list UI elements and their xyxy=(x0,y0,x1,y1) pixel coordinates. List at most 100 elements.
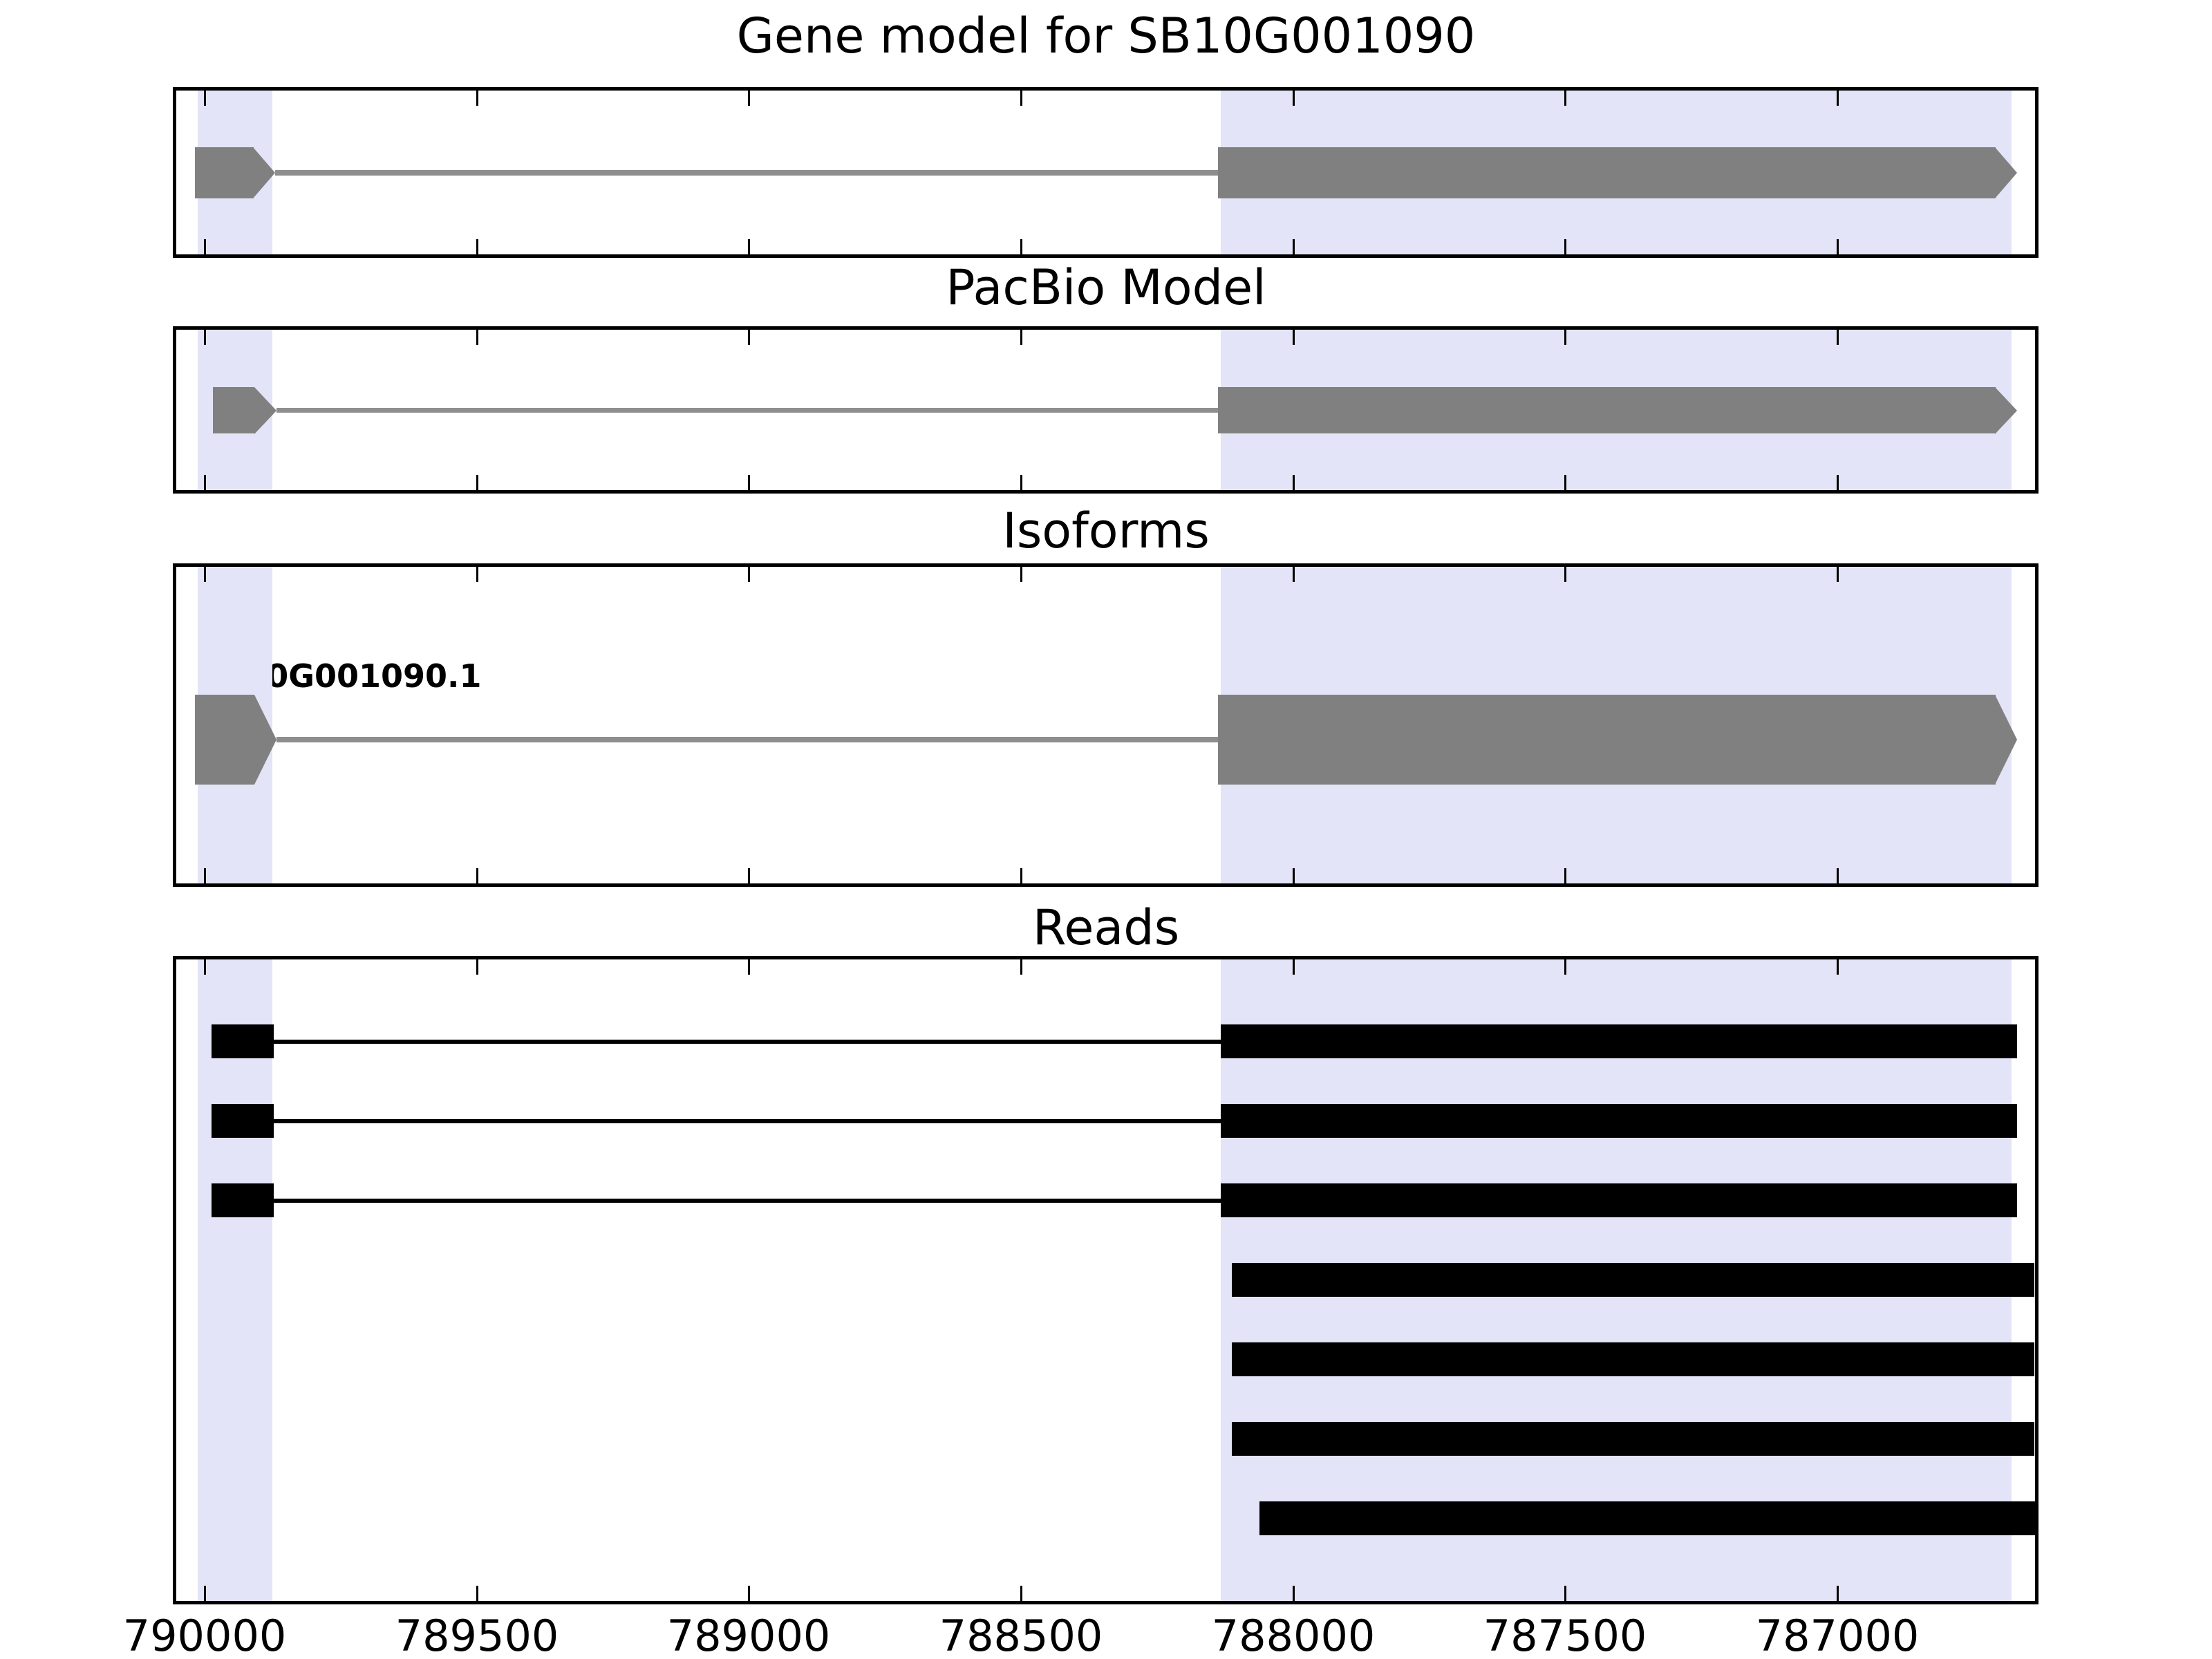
axis-tick xyxy=(1293,91,1295,106)
axis-tick xyxy=(748,239,750,254)
axis-tick xyxy=(1293,330,1295,345)
axis-tick xyxy=(1837,868,1839,883)
exon-shape xyxy=(195,695,254,785)
axis-tick xyxy=(1564,567,1566,582)
x-tick-label: 788000 xyxy=(1211,1611,1376,1659)
panel-border-isoforms xyxy=(173,563,2038,887)
axis-tick xyxy=(1020,567,1022,582)
exon-shape xyxy=(1218,695,1996,785)
axis-tick xyxy=(476,567,478,582)
axis-tick xyxy=(1293,475,1295,490)
read-exon-bar xyxy=(212,1024,274,1058)
axis-tick xyxy=(1837,91,1839,106)
panel-title-pacbio-model: PacBio Model xyxy=(946,259,1266,316)
read-intron-line xyxy=(274,1199,1221,1203)
axis-tick xyxy=(204,475,206,490)
axis-tick xyxy=(1564,239,1566,254)
axis-tick xyxy=(1020,239,1022,254)
axis-tick xyxy=(1293,239,1295,254)
axis-tick xyxy=(476,1586,478,1601)
exon-shape xyxy=(195,147,254,198)
intron-line xyxy=(276,737,1218,742)
axis-tick xyxy=(476,868,478,883)
read-intron-line xyxy=(274,1119,1221,1123)
axis-tick xyxy=(476,239,478,254)
exon-arrow-tip xyxy=(254,695,276,785)
read-exon-bar xyxy=(1232,1342,2034,1376)
axis-tick xyxy=(1837,475,1839,490)
axis-tick xyxy=(748,91,750,106)
axis-tick xyxy=(476,959,478,975)
axis-tick xyxy=(1020,959,1022,975)
axis-tick xyxy=(1020,475,1022,490)
panel-border-reads xyxy=(173,956,2038,1604)
axis-tick xyxy=(1293,567,1295,582)
axis-tick xyxy=(748,1586,750,1601)
axis-tick xyxy=(748,868,750,883)
axis-tick xyxy=(1564,330,1566,345)
exon-arrow-tip xyxy=(254,387,276,434)
intron-line xyxy=(275,170,1218,176)
panel-title-reads: Reads xyxy=(1032,899,1180,956)
axis-tick xyxy=(204,330,206,345)
read-intron-line xyxy=(274,1040,1221,1044)
axis-tick xyxy=(1020,330,1022,345)
panel-border-gene-model xyxy=(173,87,2038,258)
axis-tick xyxy=(1837,1586,1839,1601)
axis-tick xyxy=(204,868,206,883)
intron-line xyxy=(276,408,1218,413)
axis-tick xyxy=(1020,1586,1022,1601)
axis-tick xyxy=(748,959,750,975)
panel-title-gene-model: Gene model for SB10G001090 xyxy=(736,8,1476,64)
axis-tick xyxy=(748,330,750,345)
x-tick-label: 787500 xyxy=(1483,1611,1647,1659)
axis-tick xyxy=(1293,868,1295,883)
axis-tick xyxy=(1564,959,1566,975)
read-exon-bar xyxy=(1232,1263,2034,1297)
panel-title-isoforms: Isoforms xyxy=(1002,503,1210,559)
axis-tick xyxy=(204,1586,206,1601)
highlight-region-0 xyxy=(198,959,272,1601)
axis-tick xyxy=(1837,330,1839,345)
axis-tick xyxy=(476,91,478,106)
exon-shape xyxy=(1218,147,1996,198)
axis-tick xyxy=(204,567,206,582)
x-tick-label: 787000 xyxy=(1755,1611,1920,1659)
axis-tick xyxy=(1564,1586,1566,1601)
axis-tick xyxy=(476,475,478,490)
exon-arrow-tip xyxy=(1995,387,2017,434)
read-exon-bar xyxy=(1232,1422,2034,1456)
x-tick-label: 789500 xyxy=(395,1611,559,1659)
axis-tick xyxy=(1837,239,1839,254)
axis-tick xyxy=(1837,567,1839,582)
axis-tick xyxy=(1020,91,1022,106)
read-exon-bar xyxy=(212,1183,274,1217)
axis-tick xyxy=(1293,1586,1295,1601)
x-tick-label: 790000 xyxy=(122,1611,287,1659)
x-tick-label: 788500 xyxy=(939,1611,1103,1659)
axis-tick xyxy=(1293,959,1295,975)
read-exon-bar xyxy=(1221,1024,2017,1058)
exon-shape xyxy=(213,387,254,433)
exon-arrow-tip xyxy=(253,147,275,198)
axis-tick xyxy=(1564,91,1566,106)
axis-tick xyxy=(748,567,750,582)
axis-tick xyxy=(1020,868,1022,883)
exon-arrow-tip xyxy=(1995,695,2017,785)
axis-tick xyxy=(748,475,750,490)
axis-tick xyxy=(1837,959,1839,975)
axis-tick xyxy=(1564,475,1566,490)
exon-arrow-tip xyxy=(1995,147,2017,198)
read-exon-bar xyxy=(1259,1501,2035,1535)
exon-shape xyxy=(1218,387,1996,433)
read-exon-bar xyxy=(212,1104,274,1138)
x-tick-label: 789000 xyxy=(666,1611,831,1659)
axis-tick xyxy=(204,959,206,975)
panel-border-pacbio-model xyxy=(173,326,2038,494)
read-exon-bar xyxy=(1221,1183,2017,1217)
axis-tick xyxy=(204,91,206,106)
read-exon-bar xyxy=(1221,1104,2017,1138)
axis-tick xyxy=(204,239,206,254)
axis-tick xyxy=(1564,868,1566,883)
